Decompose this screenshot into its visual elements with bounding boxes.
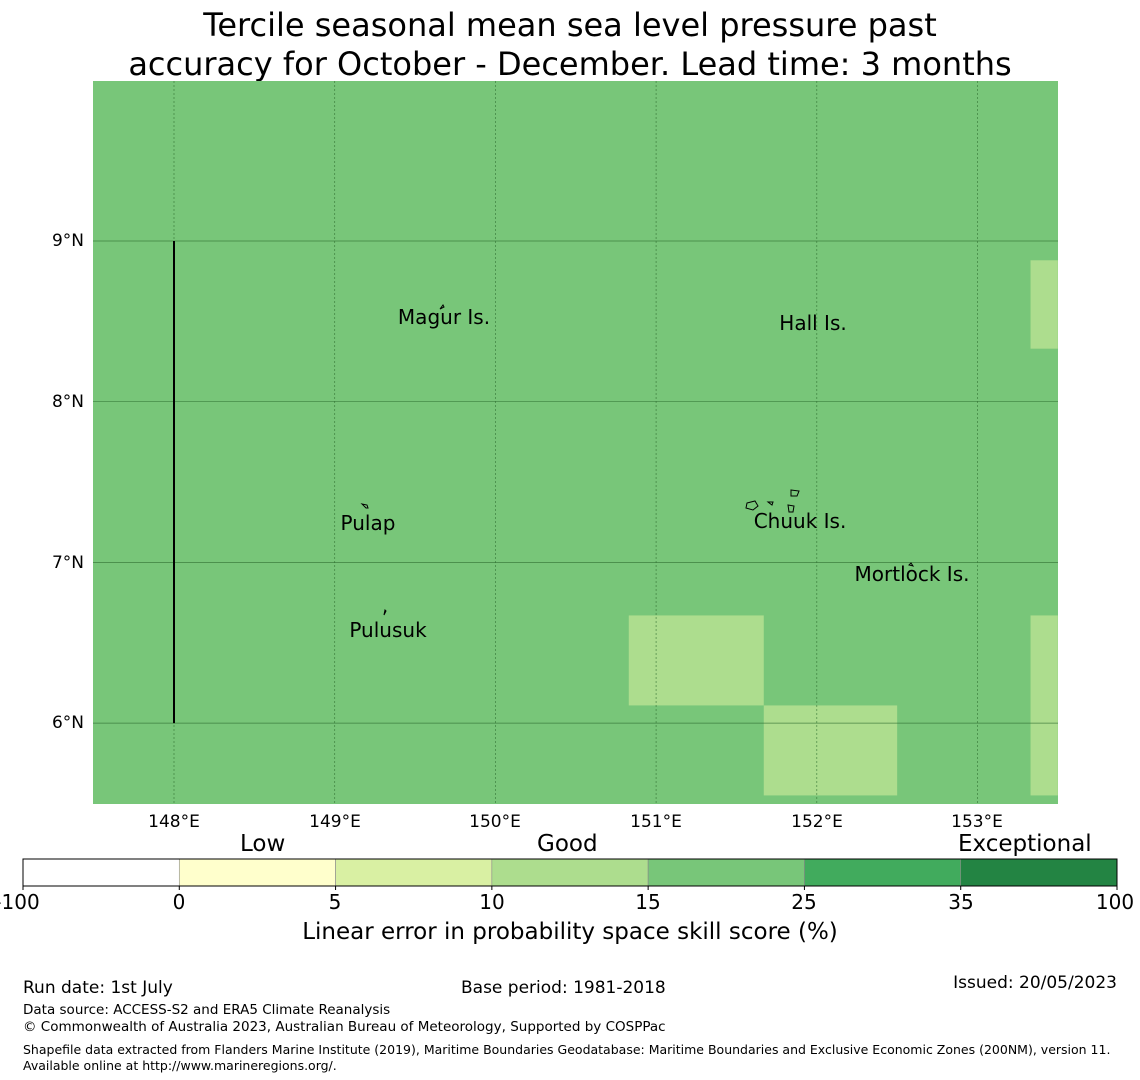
island-chuuk-4 <box>787 504 795 513</box>
shapefile-credit: Shapefile data extracted from Flanders M… <box>23 1042 1111 1073</box>
map-title: Tercile seasonal mean sea level pressure… <box>0 6 1140 84</box>
colorbar-tick-label: 10 <box>479 890 505 914</box>
category-low: Low <box>240 831 286 857</box>
title-line-2: accuracy for October - December. Lead ti… <box>128 45 1012 83</box>
colorbar-tick-label: -100 <box>0 890 40 914</box>
skill-cell <box>1030 615 1058 796</box>
island-mortlock <box>908 562 915 567</box>
island-chuuk-3 <box>766 501 774 506</box>
island-chuuk-1 <box>790 489 800 497</box>
title-line-1: Tercile seasonal mean sea level pressure… <box>203 6 937 44</box>
x-tick-label: 149°E <box>309 812 361 832</box>
place-label-magur: Magur Is. <box>397 305 491 329</box>
map-area <box>93 81 1058 804</box>
map-background <box>93 81 1058 804</box>
island-pulusuk <box>383 608 387 616</box>
x-tick-label: 151°E <box>630 812 682 832</box>
colorbar-tick-label: 5 <box>328 890 342 914</box>
colorbar-bin <box>960 858 1118 887</box>
colorbar-bin <box>178 858 336 887</box>
colorbar <box>22 858 1118 890</box>
y-tick-label: 9°N <box>51 231 84 251</box>
skill-cell <box>763 705 898 796</box>
colorbar-bin <box>804 858 962 887</box>
colorbar-bin <box>335 858 493 887</box>
colorbar-tick-label: 25 <box>791 890 817 914</box>
colorbar-bin <box>491 858 649 887</box>
x-tick-label: 148°E <box>148 812 200 832</box>
x-tick-label: 150°E <box>469 812 521 832</box>
colorbar-tick-label: 100 <box>1095 890 1135 914</box>
run-date: Run date: 1st July <box>23 978 173 998</box>
category-exceptional: Exceptional <box>958 831 1092 857</box>
colorbar-bin <box>22 858 180 887</box>
skill-cell <box>1030 260 1058 349</box>
island-chuuk-2 <box>745 500 759 511</box>
y-tick-label: 8°N <box>51 392 84 412</box>
x-tick-label: 152°E <box>791 812 843 832</box>
colorbar-title: Linear error in probability space skill … <box>302 919 838 945</box>
island-pulap <box>360 503 369 509</box>
colorbar-frame <box>22 858 1118 887</box>
x-tick-label: 153°E <box>951 812 1003 832</box>
place-label-chuuk: Chuuk Is. <box>753 509 847 533</box>
colorbar-bin <box>647 858 805 887</box>
colorbar-tick-label: 0 <box>172 890 186 914</box>
place-label-pulusuk: Pulusuk <box>349 618 427 642</box>
base-period: Base period: 1981-2018 <box>461 978 666 998</box>
island-magur <box>439 304 445 310</box>
y-tick-label: 6°N <box>51 713 84 733</box>
data-source: Data source: ACCESS-S2 and ERA5 Climate … <box>23 1002 391 1018</box>
issued-date: Issued: 20/05/2023 <box>953 973 1117 993</box>
place-label-mortlock: Mortlock Is. <box>854 562 970 586</box>
skill-cell <box>628 615 764 706</box>
y-tick-label: 7°N <box>51 553 84 573</box>
colorbar-tick-label: 35 <box>948 890 974 914</box>
place-label-pulap: Pulap <box>340 511 396 535</box>
category-good: Good <box>537 831 598 857</box>
colorbar-tick-label: 15 <box>635 890 661 914</box>
place-label-hall: Hall Is. <box>779 311 847 335</box>
copyright: © Commonwealth of Australia 2023, Austra… <box>23 1019 666 1035</box>
